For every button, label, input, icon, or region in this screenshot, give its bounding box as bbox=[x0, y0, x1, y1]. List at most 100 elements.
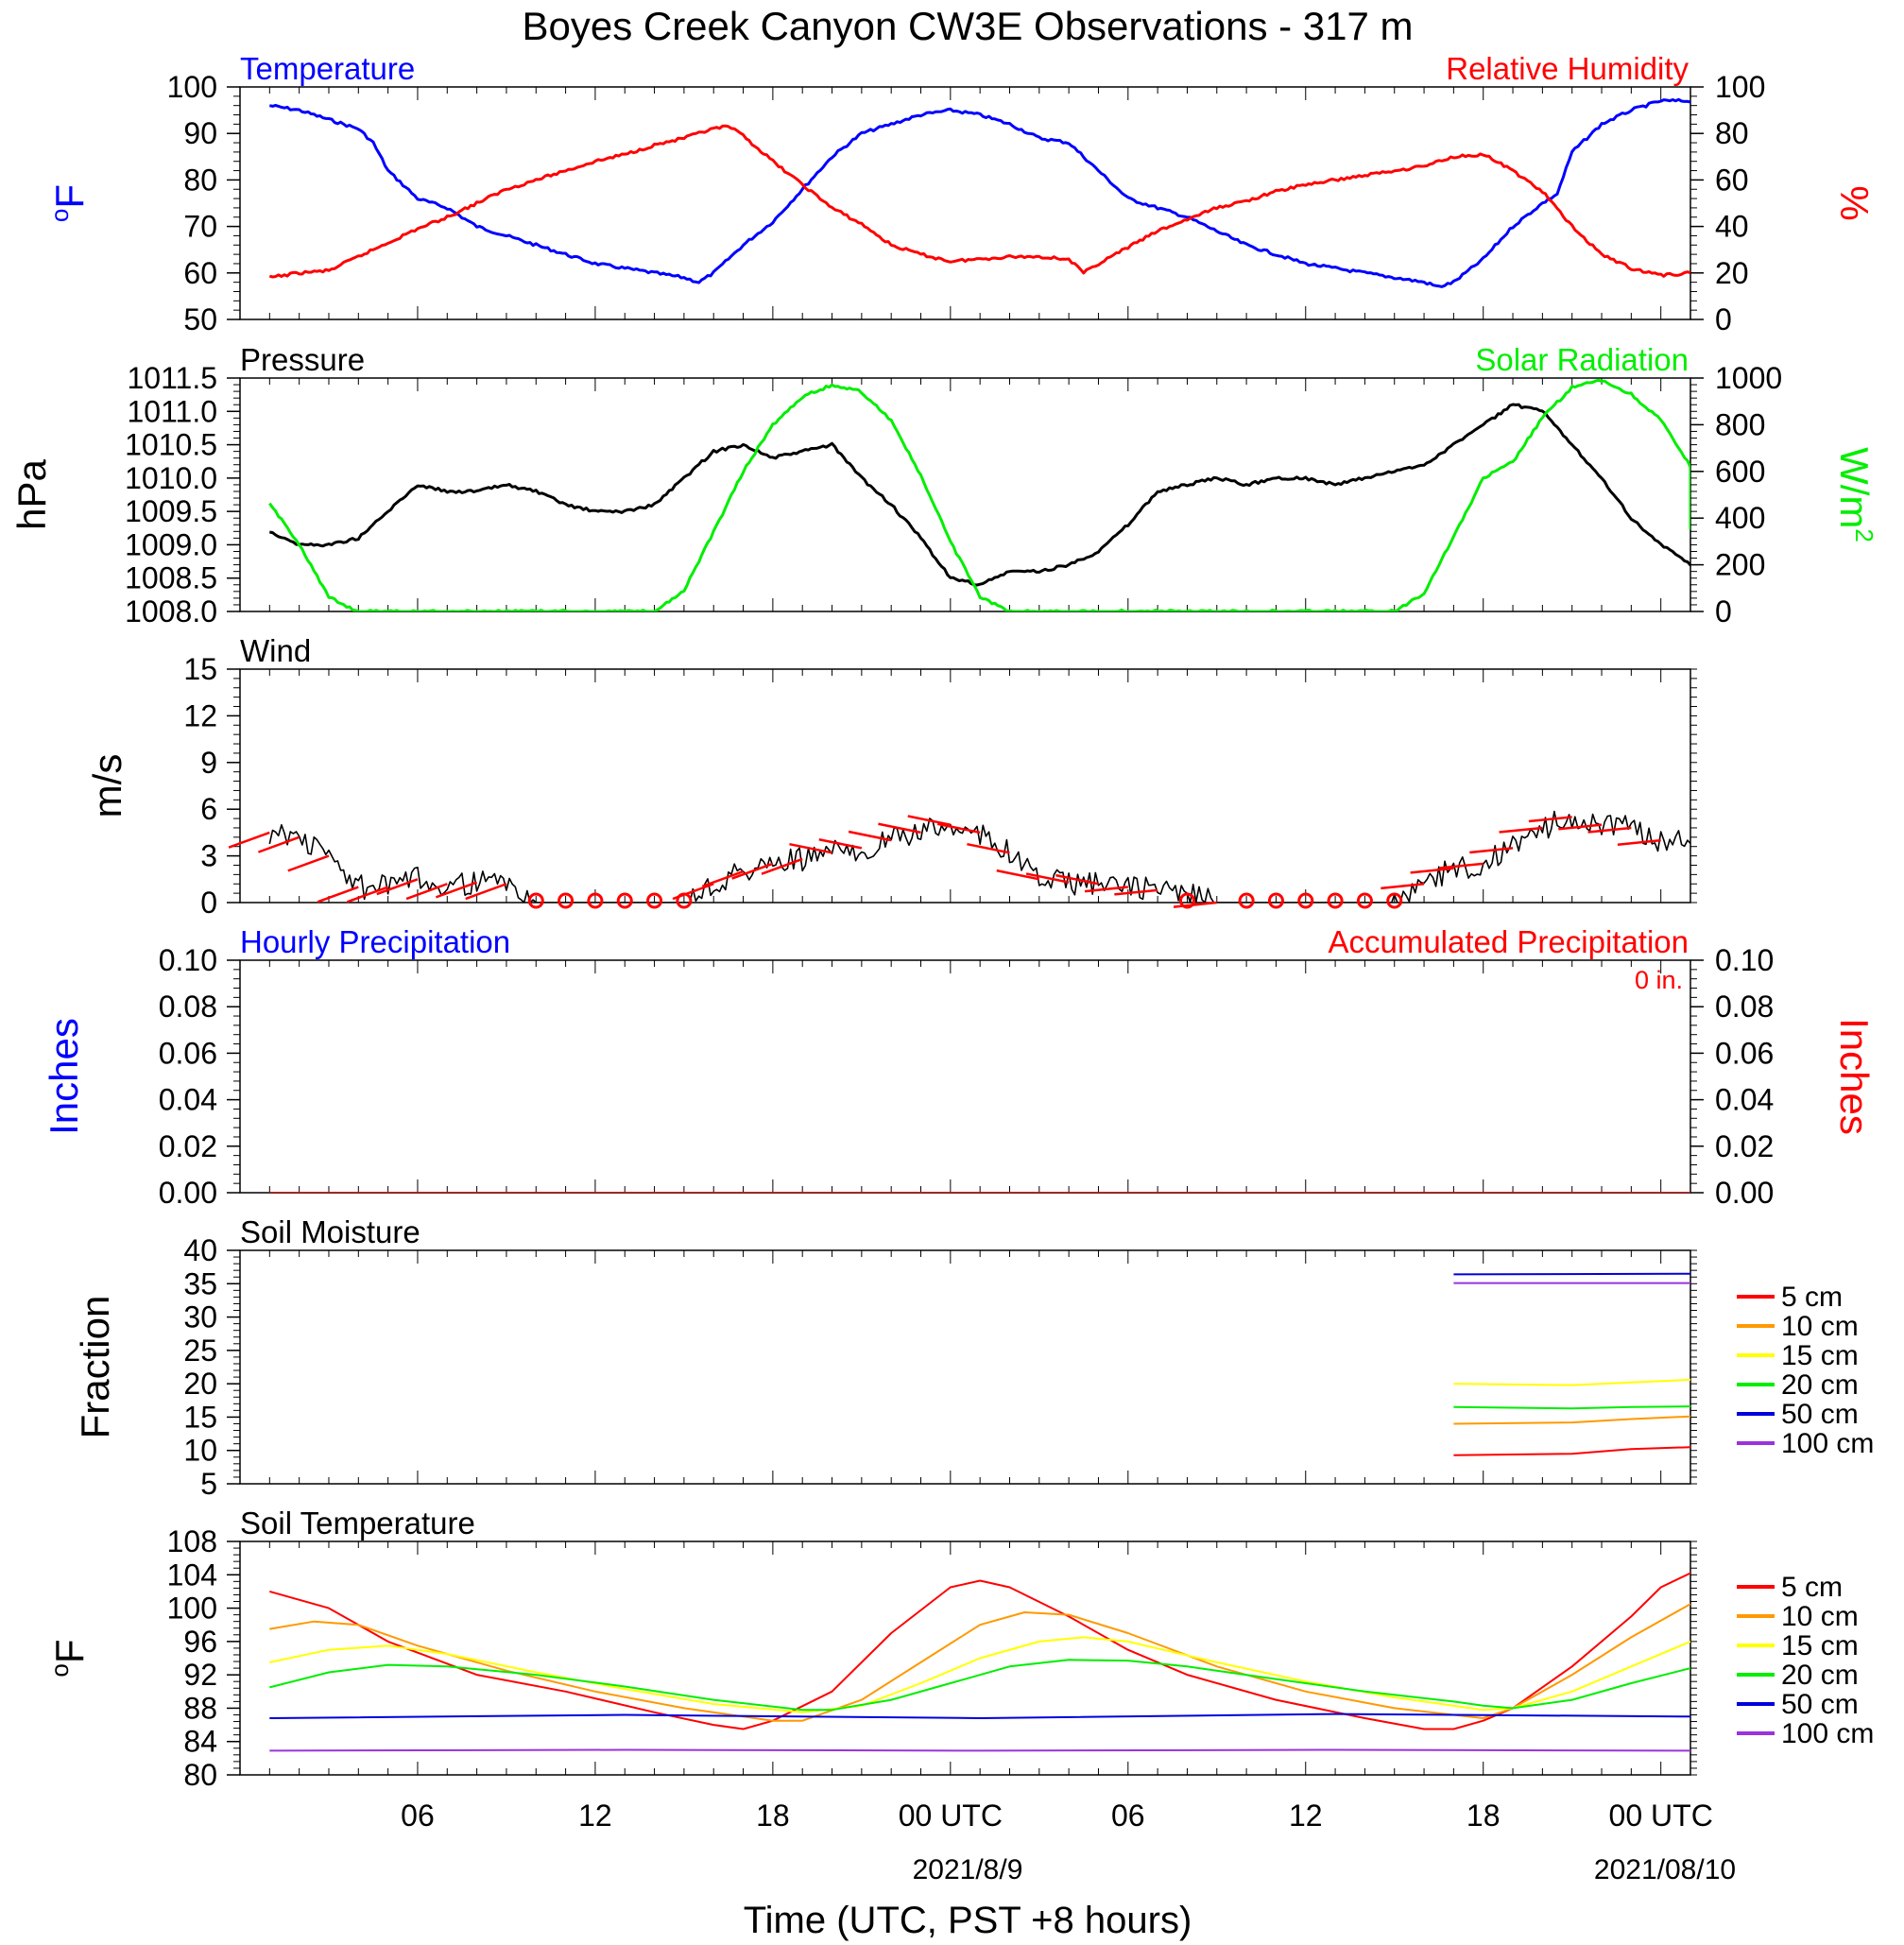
series-100-cm bbox=[269, 1748, 1690, 1752]
panel-title-left: Hourly Precipitation bbox=[240, 924, 510, 959]
y-tick-label: 80 bbox=[183, 1758, 217, 1792]
panel-frame bbox=[239, 959, 1691, 1194]
calm-wind-marker bbox=[587, 892, 604, 909]
y-tick-label: 9 bbox=[200, 746, 217, 780]
panel-4: 0.10 0.08 0.06 0.04 0.02 0.00 0.10 0.08 0.06 0.04… bbox=[42, 924, 1877, 1210]
wind-barb bbox=[1499, 826, 1543, 834]
wind-barb bbox=[907, 815, 952, 826]
series-wind-speed bbox=[268, 810, 1690, 903]
y-right-tick-label: 200 bbox=[1715, 548, 1765, 582]
y-tick-label: 70 bbox=[183, 210, 217, 244]
legend-label: 50 cm bbox=[1781, 1689, 1859, 1720]
wind-barb bbox=[405, 883, 448, 901]
calm-wind-marker bbox=[616, 892, 633, 909]
wind-barb bbox=[287, 854, 330, 872]
series-50-cm bbox=[1453, 1272, 1690, 1276]
calm-wind-marker bbox=[1267, 892, 1284, 909]
y-tick-label: 0.10 bbox=[159, 943, 217, 977]
wind-barb bbox=[1084, 886, 1128, 893]
wind-barb bbox=[1025, 872, 1070, 884]
panel-3: 15 12 9 6 3 0 Wind m/s bbox=[85, 633, 1697, 920]
series-15-cm bbox=[269, 1636, 1690, 1713]
wind-barb bbox=[1528, 816, 1572, 823]
y-tick-label: 0.08 bbox=[159, 990, 217, 1024]
panel-1: 100 90 80 70 60 50 100 80 60 40 20 0 Temperature Rela… bbox=[45, 51, 1877, 336]
panel-title-left: Wind bbox=[240, 633, 311, 668]
time-tick-label: 06 bbox=[401, 1799, 435, 1833]
date-label-1: 2021/8/9 bbox=[913, 1854, 1023, 1885]
time-tick-label: 18 bbox=[1467, 1799, 1501, 1833]
y-axis-label-right: Inches bbox=[1832, 1018, 1877, 1135]
wind-barb bbox=[376, 878, 419, 896]
wind-barb bbox=[1173, 901, 1217, 908]
calm-wind-marker bbox=[1178, 892, 1195, 909]
y-right-tick-label: 0.06 bbox=[1715, 1036, 1774, 1070]
time-tick-label: 06 bbox=[1111, 1799, 1145, 1833]
y-tick-label: 96 bbox=[183, 1625, 217, 1659]
y-axis-label-left: hPa bbox=[9, 458, 54, 529]
y-tick-label: 3 bbox=[200, 839, 217, 873]
legend-label: 20 cm bbox=[1781, 1369, 1859, 1401]
panel-title-right: Accumulated Precipitation bbox=[1328, 924, 1689, 959]
y-right-tick-label: 60 bbox=[1715, 163, 1749, 197]
y-tick-label: 0.02 bbox=[159, 1129, 217, 1163]
series-50-cm bbox=[269, 1713, 1690, 1719]
wind-barb bbox=[789, 842, 832, 854]
y-tick-label: 10 bbox=[183, 1434, 217, 1468]
y-tick-label: 15 bbox=[183, 652, 217, 686]
y-tick-label: 15 bbox=[183, 1400, 217, 1434]
y-tick-label: 1010.0 bbox=[125, 461, 217, 495]
wind-barb bbox=[1114, 888, 1158, 896]
y-right-tick-label: 0.00 bbox=[1715, 1176, 1774, 1210]
legend-label: 50 cm bbox=[1781, 1399, 1859, 1430]
wind-barb bbox=[435, 881, 478, 899]
y-right-tick-label: 0.02 bbox=[1715, 1129, 1774, 1163]
y-right-tick-label: 0 bbox=[1715, 594, 1732, 628]
calm-wind-marker bbox=[1386, 892, 1403, 909]
wind-barb bbox=[967, 842, 1010, 854]
y-axis-label-left: Fraction bbox=[73, 1296, 117, 1439]
wind-barb bbox=[818, 838, 863, 850]
time-tick-label: 00 UTC bbox=[1609, 1799, 1713, 1833]
accumulated-total: 0 in. bbox=[1635, 966, 1683, 994]
series-group bbox=[268, 97, 1690, 288]
series-temperature bbox=[268, 97, 1690, 288]
y-tick-label: 90 bbox=[183, 116, 217, 150]
y-tick-label: 84 bbox=[183, 1725, 217, 1759]
y-tick-label: 35 bbox=[183, 1266, 217, 1300]
panel-2: 1011.51011.01010.51010.01009.51009.01008… bbox=[9, 342, 1878, 628]
y-tick-label: 100 bbox=[167, 70, 217, 104]
y-right-tick-label: 0.04 bbox=[1715, 1083, 1774, 1117]
y-tick-label: 88 bbox=[183, 1691, 217, 1725]
wind-barb bbox=[761, 857, 803, 875]
panel-frame bbox=[239, 1249, 1691, 1485]
wind-barb bbox=[228, 831, 270, 849]
legend-label: 5 cm bbox=[1781, 1282, 1843, 1313]
legend-label: 10 cm bbox=[1781, 1601, 1859, 1632]
y-tick-label: 60 bbox=[183, 256, 217, 290]
y-axis-label-left: m/s bbox=[85, 754, 129, 818]
y-tick-label: 5 bbox=[200, 1467, 217, 1501]
calm-wind-marker bbox=[557, 892, 575, 909]
y-tick-label: 12 bbox=[183, 698, 217, 732]
y-tick-label: 92 bbox=[183, 1658, 217, 1692]
y-tick-label: 1008.5 bbox=[125, 561, 217, 595]
legend-label: 15 cm bbox=[1781, 1630, 1859, 1661]
series-group bbox=[268, 378, 1690, 611]
calm-wind-marker bbox=[1238, 892, 1255, 909]
y-tick-label: 50 bbox=[183, 302, 217, 336]
y-tick-label: 1009.5 bbox=[125, 494, 217, 528]
y-tick-label: 6 bbox=[200, 792, 217, 826]
panel-frame bbox=[239, 377, 1691, 612]
time-tick-label: 00 UTC bbox=[899, 1799, 1003, 1833]
y-tick-label: 40 bbox=[183, 1233, 217, 1267]
time-tick-label: 12 bbox=[578, 1799, 612, 1833]
series-relative-humidity bbox=[268, 124, 1690, 279]
time-axis: 06 12 18 00 UTC 06 12 18 00 UTC 2021/8/9 2021/0… bbox=[401, 1799, 1736, 1941]
wind-barb bbox=[317, 886, 359, 904]
y-tick-label: 108 bbox=[167, 1524, 217, 1558]
wind-barb bbox=[936, 822, 981, 835]
panel-frame bbox=[239, 668, 1691, 904]
y-right-tick-label: 0 bbox=[1715, 302, 1732, 336]
